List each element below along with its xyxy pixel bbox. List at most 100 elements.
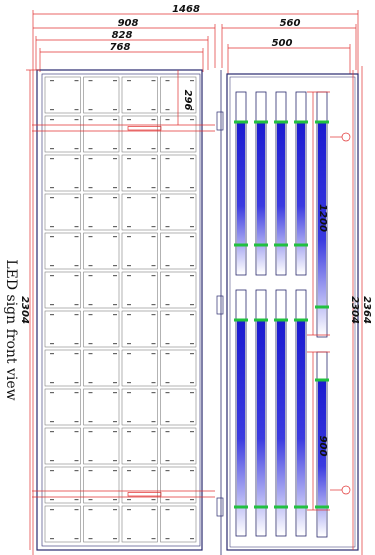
module-screw-dot xyxy=(127,538,131,540)
module-screw-dot xyxy=(88,148,93,150)
tube-outline xyxy=(275,91,287,276)
module-screw-dot xyxy=(74,265,79,267)
led-module xyxy=(121,466,158,504)
tube-clip xyxy=(254,243,268,247)
tube-clip xyxy=(234,243,248,247)
tube-lower-length-label: 900 xyxy=(317,436,328,457)
front-inner-frame xyxy=(41,73,201,547)
module-screw-dot xyxy=(151,304,156,306)
module-screw-dot xyxy=(88,265,93,267)
tube-clip xyxy=(254,318,268,322)
tube-clip xyxy=(315,378,329,382)
module-screw-dot xyxy=(113,392,117,394)
module-screw-dot xyxy=(165,197,170,199)
module-screw-dot xyxy=(151,265,156,267)
module-screw-dot xyxy=(190,421,194,423)
tube-outline xyxy=(275,289,287,537)
module-screw-dot xyxy=(151,275,156,277)
module-screw-dot xyxy=(127,392,131,394)
tube-light xyxy=(237,122,245,274)
module-screw-dot xyxy=(50,499,54,501)
module-screw-dot xyxy=(165,119,170,121)
module-screw-dot xyxy=(88,275,93,277)
module-screw-dot xyxy=(165,431,170,433)
tube-clip xyxy=(234,318,248,322)
module-screw-dot xyxy=(88,109,93,111)
module-screw-dot xyxy=(165,538,170,540)
module-screw-dot xyxy=(151,197,156,199)
led-module xyxy=(44,232,81,270)
tube-clip xyxy=(254,120,268,124)
tube-clip xyxy=(315,120,329,124)
module-screw-dot xyxy=(190,158,194,160)
module-screw-dot xyxy=(74,392,79,394)
module-screw-dot xyxy=(50,460,54,462)
tube-clip xyxy=(234,505,248,509)
module-screw-dot xyxy=(151,236,156,238)
module-screw-dot xyxy=(113,226,117,228)
led-module xyxy=(44,271,81,309)
module-screw-dot xyxy=(74,80,79,82)
module-screw-dot xyxy=(74,314,79,316)
module-screw-dot xyxy=(50,304,54,306)
module-screw-dot xyxy=(50,421,54,423)
tube-light xyxy=(318,380,326,536)
led-module xyxy=(121,271,158,309)
front-view: 296 2304 xyxy=(19,69,224,551)
module-screw-dot xyxy=(151,148,156,150)
led-module xyxy=(121,388,158,426)
module-screw-dot xyxy=(151,382,156,384)
module-screw-dot xyxy=(165,187,170,189)
module-screw-dot xyxy=(50,353,54,355)
module-screw-dot xyxy=(50,538,54,540)
module-screw-dot xyxy=(50,226,54,228)
module-screw-dot xyxy=(190,460,194,462)
tube-clip xyxy=(254,505,268,509)
module-screw-dot xyxy=(151,158,156,160)
module-screw-dot xyxy=(88,460,93,462)
tube-outline xyxy=(295,289,307,537)
led-module xyxy=(121,505,158,543)
module-screw-dot xyxy=(190,109,194,111)
module-screw-dot xyxy=(127,343,131,345)
tube-light xyxy=(297,122,305,274)
module-screw-dot xyxy=(50,265,54,267)
module-screw-dot xyxy=(165,80,170,82)
side-total-height-label: 2364 xyxy=(361,296,372,324)
front-height-label: 2304 xyxy=(19,296,30,324)
module-screw-dot xyxy=(113,460,117,462)
led-module xyxy=(160,388,197,426)
module-screw-dot xyxy=(165,421,170,423)
module-screw-dot xyxy=(113,265,117,267)
led-module xyxy=(83,388,120,426)
tube-outline xyxy=(255,91,267,276)
led-module xyxy=(83,115,120,153)
module-screw-dot xyxy=(113,158,117,160)
module-screw-dot xyxy=(165,353,170,355)
led-module xyxy=(83,466,120,504)
module-screw-dot xyxy=(74,499,79,501)
module-screw-dot xyxy=(50,197,54,199)
module-screw-dot xyxy=(190,470,194,472)
tube-clip xyxy=(274,505,288,509)
module-screw-dot xyxy=(74,421,79,423)
module-screw-dot xyxy=(50,80,54,82)
module-screw-dot xyxy=(127,158,131,160)
module-screw-dot xyxy=(127,382,131,384)
module-screw-dot xyxy=(50,119,54,121)
top-dimensions xyxy=(32,10,359,555)
tube-outline xyxy=(235,91,247,276)
led-module xyxy=(83,193,120,231)
module-screw-dot xyxy=(127,109,131,111)
module-screw-dot xyxy=(151,538,156,540)
led-module xyxy=(44,310,81,348)
module-screw-dot xyxy=(190,314,194,316)
module-screw-dot xyxy=(88,470,93,472)
tube-clip xyxy=(274,318,288,322)
module-screw-dot xyxy=(190,197,194,199)
module-screw-dot xyxy=(190,392,194,394)
module-screw-dot xyxy=(88,187,93,189)
tube-light xyxy=(257,122,265,274)
tube-upper-length-label: 1200 xyxy=(317,204,328,232)
